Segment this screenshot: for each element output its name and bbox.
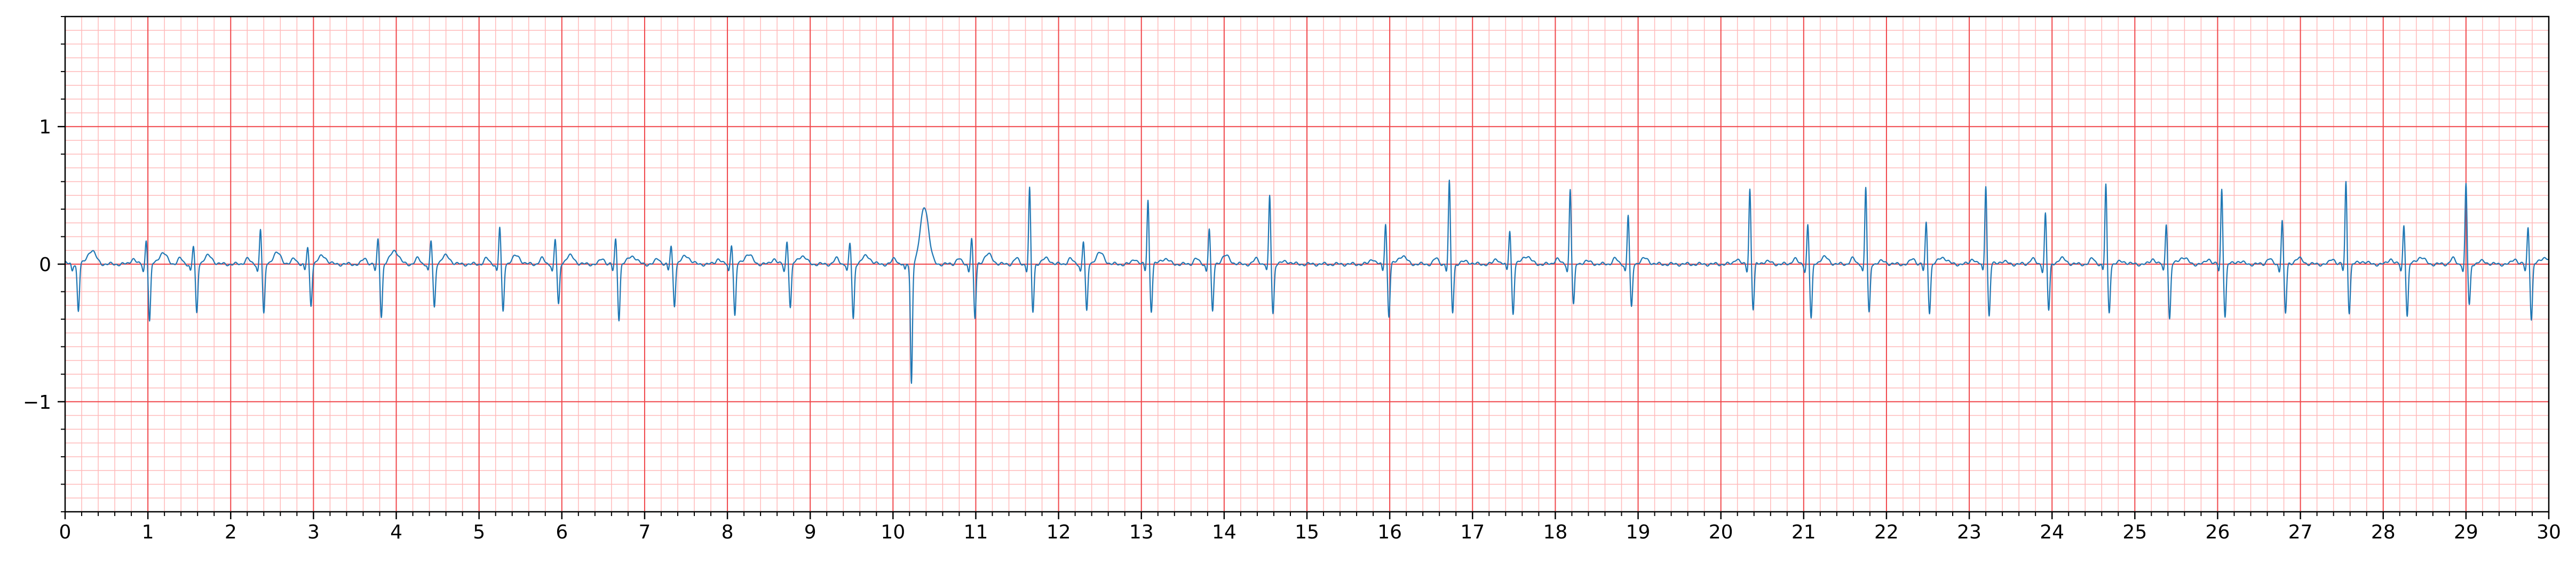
x-tick-label: 24 [2040,521,2064,543]
y-tick-label: 1 [39,116,51,138]
y-axis: −1 0 1 [23,16,65,512]
x-tick-label: 0 [59,521,72,543]
x-axis: 0 1 2 3 4 5 6 7 8 9 10 11 12 13 14 15 16 17 18 19 20 21 22 23 24… [59,512,2561,543]
plot-area [64,15,2550,513]
x-tick-label: 19 [1626,521,1651,543]
x-tick-label: 25 [2122,521,2147,543]
x-tick-label: 4 [390,521,402,543]
y-tick-label: −1 [23,392,51,414]
x-tick-label: 12 [1047,521,1071,543]
x-tick-label: 17 [1460,521,1485,543]
x-tick-label: 30 [2537,521,2561,543]
x-tick-label: 8 [722,521,734,543]
x-tick-label: 20 [1709,521,1733,543]
x-tick-label: 1 [142,521,154,543]
x-tick-label: 7 [638,521,651,543]
ecg-trace-line [64,179,2550,384]
x-tick-label: 22 [1874,521,1899,543]
x-tick-label: 11 [964,521,988,543]
x-tick-label: 13 [1129,521,1154,543]
x-tick-label: 6 [556,521,568,543]
y-tick-label: 0 [39,254,51,276]
x-tick-label: 26 [2206,521,2230,543]
x-tick-label: 3 [307,521,320,543]
x-tick-label: 14 [1212,521,1237,543]
x-tick-label: 23 [1957,521,1981,543]
x-tick-label: 18 [1543,521,1567,543]
x-tick-label: 21 [1792,521,1816,543]
x-tick-label: 27 [2288,521,2313,543]
x-tick-label: 2 [225,521,237,543]
x-tick-label: 5 [473,521,485,543]
x-tick-label: 10 [881,521,905,543]
x-tick-label: 29 [2454,521,2478,543]
x-tick-label: 28 [2371,521,2396,543]
x-tick-label: 9 [804,521,817,543]
x-tick-label: 16 [1377,521,1402,543]
x-tick-label: 15 [1295,521,1319,543]
